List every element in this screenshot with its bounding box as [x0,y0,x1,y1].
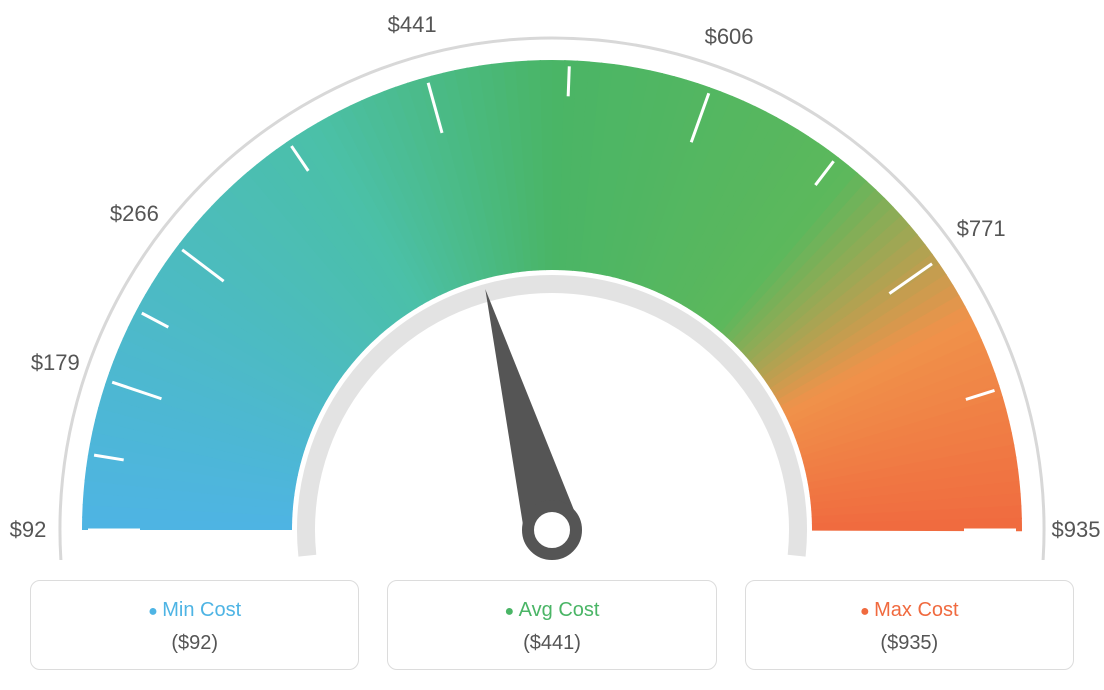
legend-value-avg: ($441) [398,632,705,655]
gauge-tick-label: $771 [957,216,1006,242]
legend-card-avg: Avg Cost ($441) [387,580,716,670]
gauge-tick-label: $266 [110,201,159,227]
gauge-tick-label: $92 [10,517,47,543]
legend-row: Min Cost ($92) Avg Cost ($441) Max Cost … [0,580,1104,670]
cost-gauge-container: $92 $179 $266 $441 $606 $771 $935 Min Cost ($9… [0,0,1104,690]
legend-card-min: Min Cost ($92) [30,580,359,670]
gauge-tick-label: $179 [31,350,80,376]
gauge-chart: $92 $179 $266 $441 $606 $771 $935 [0,0,1104,560]
legend-card-max: Max Cost ($935) [745,580,1074,670]
gauge-tick-label: $441 [388,12,437,38]
gauge-svg [0,0,1104,560]
legend-value-max: ($935) [756,632,1063,655]
gauge-tick-label: $935 [1052,517,1101,543]
gauge-tick-label: $606 [705,24,754,50]
legend-title-max: Max Cost [756,599,1063,622]
legend-value-min: ($92) [41,632,348,655]
legend-title-avg: Avg Cost [398,599,705,622]
legend-title-min: Min Cost [41,599,348,622]
